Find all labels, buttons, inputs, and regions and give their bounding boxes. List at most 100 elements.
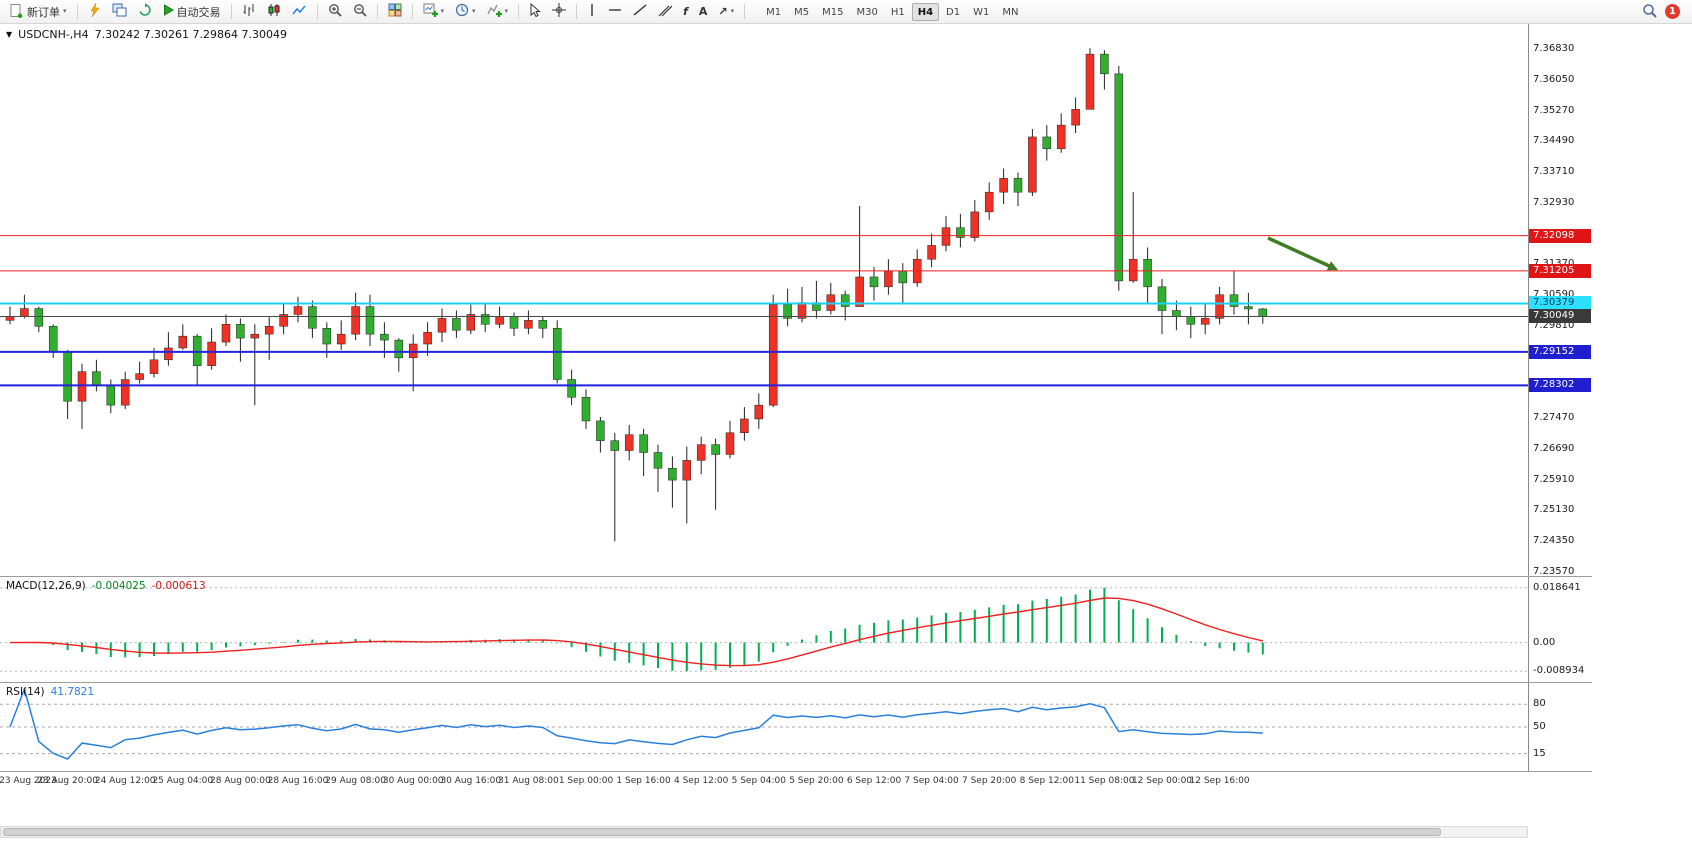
timeframe-button-w1[interactable]: W1 bbox=[973, 6, 990, 18]
candle bbox=[1258, 308, 1268, 324]
timeframe-button-m30[interactable]: M30 bbox=[856, 6, 878, 18]
time-axis-label: 23 Aug 20:00 bbox=[37, 776, 98, 786]
price-line-label-7.30379[interactable]: 7.30379 bbox=[1529, 296, 1591, 311]
axis-tick: 7.29810 bbox=[1533, 319, 1575, 331]
time-axis[interactable]: 23 Aug 2023 23 Aug 20:00 24 Aug 12:00 25 Au… bbox=[0, 772, 1592, 792]
search-icon[interactable] bbox=[1642, 3, 1657, 21]
axis-tick: 7.32930 bbox=[1533, 196, 1575, 208]
candle bbox=[696, 436, 706, 475]
timeframe-button-h1[interactable]: H1 bbox=[890, 6, 905, 18]
candle bbox=[711, 438, 720, 510]
candle bbox=[5, 306, 15, 325]
toolbar-separator bbox=[376, 4, 378, 19]
new-chart-button[interactable]: ▾ bbox=[418, 2, 450, 22]
candle bbox=[164, 332, 173, 366]
candlestick-chart-canvas[interactable] bbox=[0, 24, 1528, 577]
time-axis-label: 24 Aug 12:00 bbox=[94, 776, 156, 786]
candle bbox=[120, 371, 130, 410]
notification-badge[interactable]: 1 bbox=[1665, 4, 1680, 19]
periods-button[interactable]: ▾ bbox=[450, 2, 481, 22]
channel-tool-button[interactable] bbox=[653, 2, 677, 22]
autotrading-button[interactable]: 自动交易 bbox=[158, 2, 226, 22]
bar-chart-button[interactable] bbox=[237, 2, 261, 22]
trendline-tool-button[interactable] bbox=[628, 2, 652, 22]
price-line-label-7.30049[interactable]: 7.30049 bbox=[1529, 309, 1591, 324]
dropdown-caret-icon: ▾ bbox=[504, 7, 509, 15]
zoom-out-icon bbox=[353, 3, 367, 20]
charts-window-button[interactable] bbox=[107, 2, 132, 22]
macd-signal-line bbox=[9, 597, 1263, 667]
new-order-button[interactable]: 新订单 ▾ bbox=[4, 2, 72, 22]
candle bbox=[639, 428, 648, 477]
axis-tick: 7.33710 bbox=[1533, 166, 1575, 178]
indicators-button[interactable]: ▾ bbox=[482, 2, 514, 22]
tile-windows-button[interactable] bbox=[383, 2, 407, 22]
candle bbox=[610, 432, 620, 542]
refresh-button[interactable] bbox=[133, 2, 157, 22]
toolbar-separator bbox=[230, 4, 232, 19]
scrollbar-thumb[interactable] bbox=[3, 828, 1441, 836]
price-line-label-7.29152[interactable]: 7.29152 bbox=[1529, 344, 1591, 359]
price-line-label-7.28302[interactable]: 7.28302 bbox=[1529, 378, 1591, 393]
candlestick-chart-button[interactable] bbox=[262, 2, 286, 22]
price-line-label-7.32098[interactable]: 7.32098 bbox=[1529, 228, 1591, 243]
symbol-period-label: USDCNH-,H4 bbox=[18, 28, 89, 41]
timeframe-button-h4[interactable]: H4 bbox=[911, 2, 940, 21]
timeframe-button-m15[interactable]: M15 bbox=[822, 6, 844, 18]
fibonacci-tool-button[interactable]: f bbox=[678, 2, 693, 22]
candle bbox=[495, 306, 504, 329]
timeframe-button-d1[interactable]: D1 bbox=[946, 6, 961, 18]
candle bbox=[293, 296, 303, 323]
symbol-ohlc-values: 7.30242 7.30261 7.29864 7.30049 bbox=[94, 28, 288, 41]
candle bbox=[783, 288, 792, 327]
timeframe-button-m5[interactable]: M5 bbox=[794, 6, 810, 18]
candle bbox=[92, 359, 101, 392]
time-axis-label: 7 Sep 20:00 bbox=[962, 776, 1017, 786]
price-line-label-7.31205[interactable]: 7.31205 bbox=[1529, 263, 1591, 278]
symbol-dropdown-icon[interactable]: ▼ bbox=[6, 30, 13, 39]
axis-tick: 7.31370 bbox=[1533, 258, 1574, 270]
text-tool-button[interactable]: A bbox=[694, 2, 713, 22]
horizontal-scrollbar[interactable] bbox=[0, 826, 1528, 838]
macd-chart-canvas[interactable] bbox=[0, 577, 1528, 682]
line-chart-button[interactable] bbox=[287, 2, 312, 22]
rsi-chart-canvas[interactable] bbox=[0, 683, 1528, 771]
cursor-tool-button[interactable] bbox=[524, 2, 546, 22]
price-axis[interactable]: 7.36830 7.36050 7.35270 7.34490 7.33710 7.329… bbox=[1528, 24, 1592, 577]
candle bbox=[264, 316, 274, 360]
arrows-tool-button[interactable]: ↗ ▾ bbox=[713, 2, 739, 22]
zoom-out-button[interactable] bbox=[348, 2, 372, 22]
zoom-in-button[interactable] bbox=[323, 2, 347, 22]
candle bbox=[740, 407, 749, 441]
candle bbox=[567, 369, 576, 406]
timeframe-button-m1[interactable]: M1 bbox=[766, 6, 782, 18]
cursor-icon bbox=[529, 2, 541, 20]
candle bbox=[221, 314, 231, 346]
timeframe-button-mn[interactable]: MN bbox=[1002, 6, 1019, 18]
axis-tick: 7.27470 bbox=[1533, 412, 1575, 424]
candle bbox=[77, 363, 87, 429]
line-chart-icon bbox=[291, 3, 307, 20]
horizontal-line-tool-button[interactable] bbox=[603, 2, 627, 22]
candle bbox=[653, 444, 663, 492]
fibonacci-icon: f bbox=[683, 5, 688, 18]
candle bbox=[956, 213, 965, 248]
candle bbox=[1056, 113, 1066, 153]
candle bbox=[1028, 129, 1037, 197]
time-axis-label: 31 Aug 08:00 bbox=[498, 776, 559, 786]
chart-windows-icon bbox=[112, 3, 127, 20]
candle bbox=[1229, 271, 1239, 315]
quick-trade-button[interactable] bbox=[83, 2, 106, 22]
chart-window: ▼ USDCNH-,H4 7.30242 7.30261 7.29864 7.3… bbox=[0, 24, 1692, 840]
axis-tick: 7.36830 bbox=[1533, 43, 1575, 54]
main-toolbar: 新订单 ▾ 自动交易 ▾ ▾ ▾ bbox=[0, 0, 1692, 24]
candle bbox=[912, 249, 922, 287]
trend-arrow-annotation[interactable] bbox=[1267, 236, 1338, 271]
candle bbox=[970, 200, 980, 242]
refresh-icon bbox=[138, 3, 152, 20]
candle bbox=[682, 446, 692, 524]
vertical-line-tool-button[interactable] bbox=[582, 2, 602, 22]
candle bbox=[927, 233, 936, 268]
crosshair-tool-button[interactable] bbox=[547, 2, 571, 22]
axis-tick: 7.25130 bbox=[1533, 504, 1575, 516]
